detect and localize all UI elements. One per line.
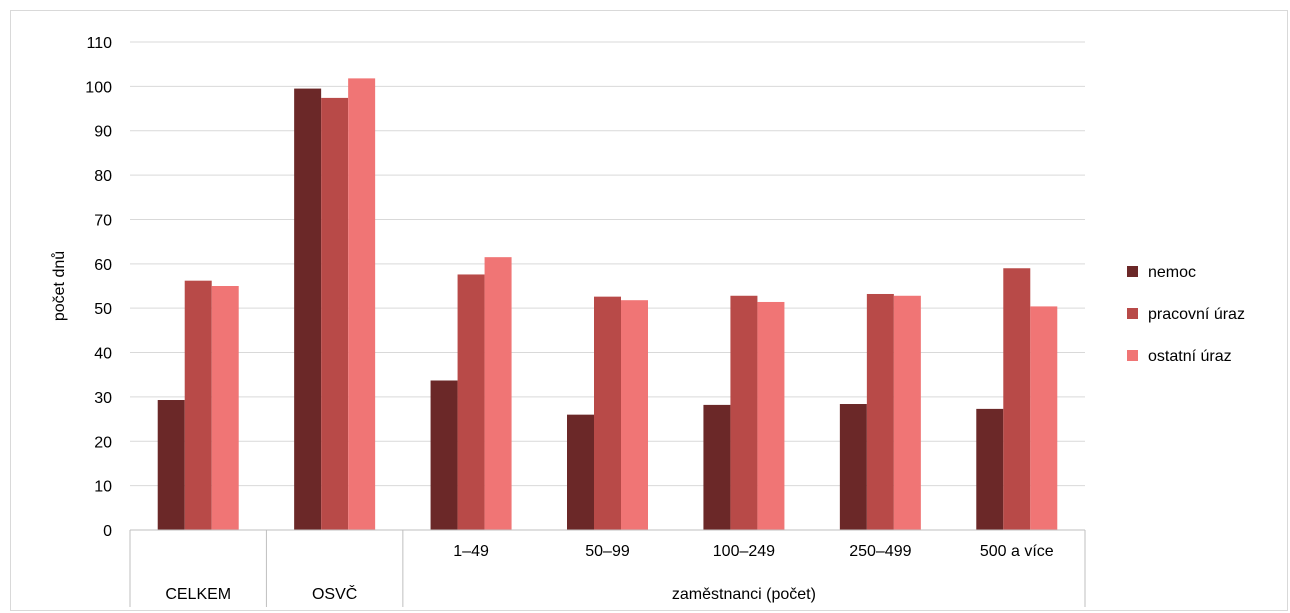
x-tick-label: 100–249	[713, 543, 775, 560]
x-group-label: zaměstnanci (počet)	[672, 586, 816, 603]
legend-swatch	[1127, 308, 1138, 319]
legend-label: ostatní úraz	[1148, 348, 1232, 365]
legend-label: pracovní úraz	[1148, 306, 1245, 323]
bar-nemoc-1	[294, 88, 322, 530]
bar-pracovní-úraz-1	[321, 97, 349, 530]
x-tick-label: CELKEM	[165, 586, 231, 603]
bar-ostatní-úraz-1	[348, 78, 376, 531]
x-tick-label: 250–499	[849, 543, 911, 560]
x-tick-label: 1–49	[453, 543, 489, 560]
y-tick-label: 50	[94, 301, 112, 318]
x-tick-label: 50–99	[585, 543, 630, 560]
y-tick-label: 90	[94, 124, 112, 141]
bar-nemoc-6	[976, 408, 1004, 530]
y-tick-label: 100	[85, 79, 112, 96]
y-tick-label: 0	[103, 523, 112, 540]
legend: nemoc pracovní úraz ostatní úraz	[1127, 264, 1245, 365]
chart-frame	[10, 10, 1288, 611]
bar-pracovní-úraz-4	[730, 295, 758, 530]
legend-swatch	[1127, 350, 1138, 361]
y-tick-label: 10	[94, 479, 112, 496]
gridlines	[130, 41, 1085, 487]
bars	[157, 78, 1058, 531]
bar-pracovní-úraz-3	[594, 296, 621, 530]
axes: 0 10 20 30 40 50 60 70 80 90 100 110 počet dnů CELKEM…	[50, 35, 1086, 607]
x-tick-label: 500 a více	[980, 543, 1054, 560]
bar-ostatní-úraz-6	[1030, 306, 1058, 530]
y-tick-label: 80	[94, 168, 112, 185]
bar-nemoc-3	[567, 414, 594, 530]
bar-nemoc-4	[703, 404, 731, 530]
legend-swatch	[1127, 266, 1138, 277]
bar-pracovní-úraz-6	[1003, 268, 1031, 530]
bar-pracovní-úraz-0	[184, 280, 212, 530]
y-tick-label: 30	[94, 390, 112, 407]
bar-ostatní-úraz-5	[893, 295, 921, 530]
legend-label: nemoc	[1148, 264, 1196, 281]
bar-ostatní-úraz-2	[484, 257, 512, 530]
bar-nemoc-0	[157, 400, 185, 530]
y-axis-title: počet dnů	[50, 251, 68, 321]
bar-ostatní-úraz-3	[621, 300, 648, 530]
y-tick-label: 60	[94, 257, 112, 274]
y-tick-label: 20	[94, 434, 112, 451]
bar-nemoc-5	[839, 404, 867, 530]
y-tick-label: 40	[94, 346, 112, 363]
bar-nemoc-2	[430, 380, 458, 530]
y-tick-label: 70	[94, 212, 112, 229]
bar-pracovní-úraz-2	[457, 274, 485, 530]
y-tick-label: 110	[86, 35, 112, 52]
bar-pracovní-úraz-5	[866, 293, 894, 530]
x-tick-label: OSVČ	[312, 584, 357, 603]
bar-ostatní-úraz-0	[211, 286, 239, 530]
bar-ostatní-úraz-4	[757, 301, 785, 530]
